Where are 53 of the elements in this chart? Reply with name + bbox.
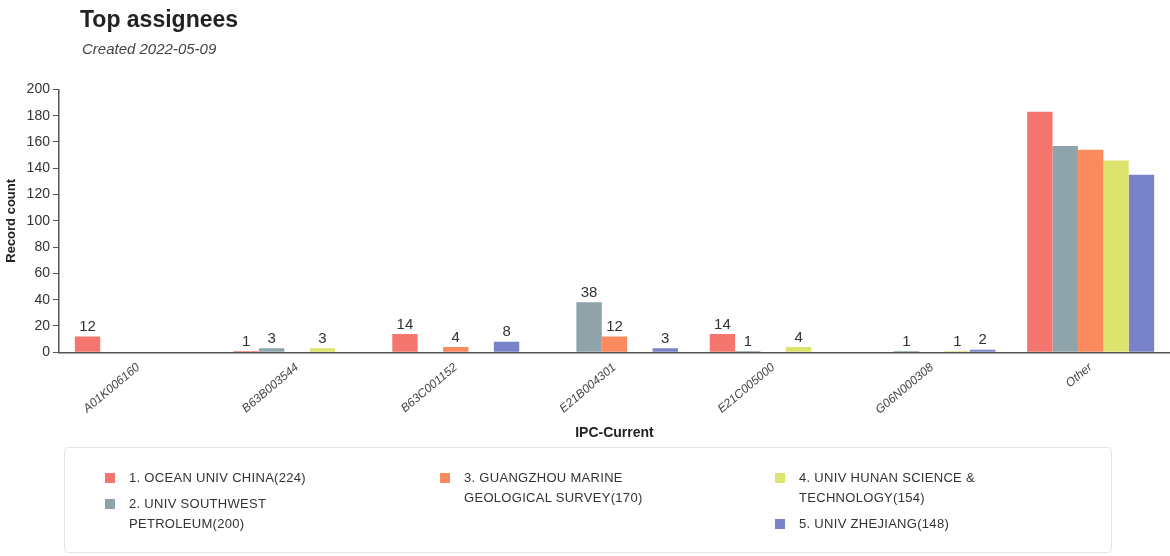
- data-label: 38: [580, 282, 598, 300]
- data-label: 12: [606, 317, 623, 335]
- data-label: 1: [953, 331, 962, 349]
- legend-label: 3. GUANGZHOU MARINE GEOLOGICAL SURVEY(170): [464, 469, 644, 507]
- bar: [970, 349, 996, 352]
- bar: [1128, 174, 1155, 352]
- bar: [392, 333, 418, 352]
- y-tick-label: 100: [26, 211, 51, 228]
- data-label: 12: [79, 317, 96, 335]
- y-tick-label: 160: [26, 132, 51, 149]
- bar: [1052, 145, 1078, 352]
- bar: [74, 336, 101, 352]
- bar: [309, 348, 336, 352]
- bar: [258, 348, 285, 352]
- legend-label: 1. OCEAN UNIV CHINA(224): [129, 469, 306, 487]
- y-tick-label: 20: [34, 316, 51, 333]
- y-tick-label: 140: [26, 159, 51, 176]
- data-label: 4: [794, 327, 803, 345]
- data-label: 1: [743, 331, 752, 349]
- bar: [493, 341, 520, 352]
- chart-title: Top assignees: [80, 6, 239, 33]
- data-label: 4: [451, 327, 460, 345]
- bar: [1027, 111, 1053, 352]
- bar: [652, 348, 678, 352]
- y-tick-label: 0: [42, 343, 51, 360]
- chart-subtitle: Created 2022-05-09: [82, 40, 217, 57]
- y-axis-title: Record count: [3, 178, 19, 263]
- bar: [709, 333, 736, 352]
- bar: [601, 336, 628, 352]
- legend-label: 5. UNIV ZHEJIANG(148): [799, 515, 950, 533]
- data-label: 3: [661, 328, 670, 346]
- data-label: 3: [267, 328, 276, 346]
- data-label: 1: [902, 331, 911, 349]
- data-label: 3: [318, 328, 327, 346]
- legend-label: 2. UNIV SOUTHWEST PETROLEUM(200): [129, 495, 268, 533]
- bar: [1103, 160, 1129, 352]
- data-label: 14: [714, 314, 731, 332]
- y-tick-label: 200: [26, 80, 51, 97]
- data-label: 8: [502, 322, 511, 340]
- y-tick-label: 80: [34, 237, 51, 254]
- bar: [1077, 149, 1104, 352]
- bar: [785, 347, 812, 352]
- bar: [443, 347, 469, 352]
- data-label: 2: [978, 330, 987, 348]
- data-label: 1: [242, 331, 251, 349]
- y-tick-label: 120: [26, 185, 51, 202]
- x-axis-title: IPC-Current: [575, 424, 655, 441]
- y-tick-label: 60: [34, 264, 51, 281]
- y-tick-label: 180: [26, 106, 51, 123]
- bar: [576, 302, 602, 352]
- data-label: 14: [396, 314, 414, 332]
- y-tick-label: 40: [34, 290, 51, 307]
- legend-label: 4. UNIV HUNAN SCIENCE & TECHNOLOGY(154): [799, 469, 976, 507]
